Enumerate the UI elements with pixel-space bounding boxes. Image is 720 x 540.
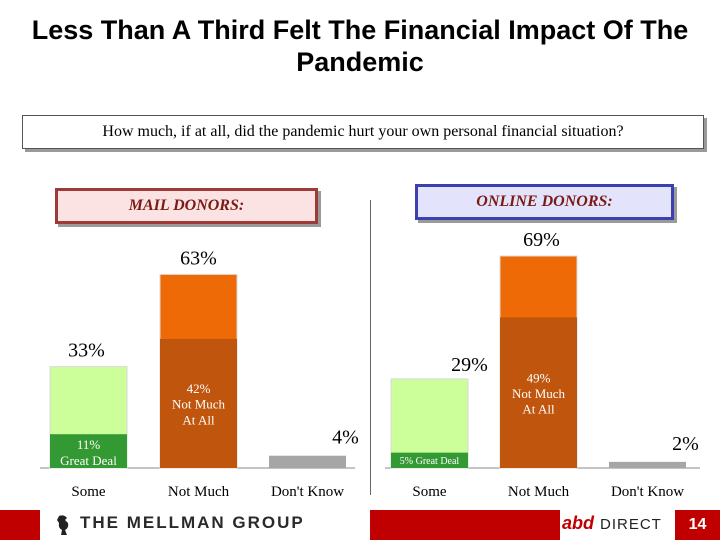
- abd-logo: abd: [562, 513, 595, 533]
- mail-category-label-don-t-know: Don't Know: [271, 484, 344, 500]
- online-total-label-don-t-know: 2%: [672, 433, 699, 455]
- panel-divider: [370, 200, 371, 495]
- abd-logo-area: [560, 510, 675, 540]
- online-segment-label-some: 5% Great Deal: [400, 456, 460, 467]
- mellman-logo-area: [50, 510, 370, 540]
- online-total-label-not-much: 69%: [523, 229, 560, 251]
- mail-segment-label-not-much: 42% Not Much At All: [172, 381, 226, 427]
- mellman-logo: THE MELLMAN GROUP: [80, 513, 305, 532]
- mail-segment-some: [50, 434, 127, 468]
- mail-total-label-don-t-know: 4%: [332, 427, 359, 449]
- mellman-bird-icon: [57, 515, 69, 535]
- page-title: Less Than A Third Felt The Financial Imp…: [31, 15, 689, 77]
- online-category-label-don-t-know: Don't Know: [611, 484, 684, 500]
- mail-total-label-some: 33%: [68, 340, 105, 362]
- mail-bar-don-t-know: [269, 455, 346, 468]
- mail-category-label-some: Some: [71, 484, 106, 500]
- mail-donors-label: MAIL DONORS:: [55, 188, 318, 224]
- survey-question: How much, if at all, did the pandemic hu…: [22, 115, 704, 149]
- direct-logo: DIRECT: [600, 516, 662, 533]
- online-segment-label-not-much: 49% Not Much At All: [512, 370, 566, 416]
- online-segment-some: [391, 452, 468, 468]
- mail-segment-not-much: [160, 338, 237, 468]
- mail-segment-label-some: 11% Great Deal: [60, 437, 117, 468]
- online-category-label-not-much: Not Much: [508, 484, 570, 500]
- online-bar-don-t-know: [609, 461, 686, 468]
- page-number: 14: [675, 510, 720, 540]
- online-segment-not-much: [500, 317, 577, 468]
- footer-accent-left: [0, 510, 40, 540]
- online-total-label-some: 29%: [451, 354, 488, 376]
- mail-total-label-not-much: 63%: [180, 247, 217, 269]
- online-category-label-some: Some: [412, 484, 447, 500]
- online-donors-label: ONLINE DONORS:: [415, 184, 674, 220]
- footer-accent-right: [370, 510, 560, 540]
- mail-category-label-not-much: Not Much: [168, 484, 230, 500]
